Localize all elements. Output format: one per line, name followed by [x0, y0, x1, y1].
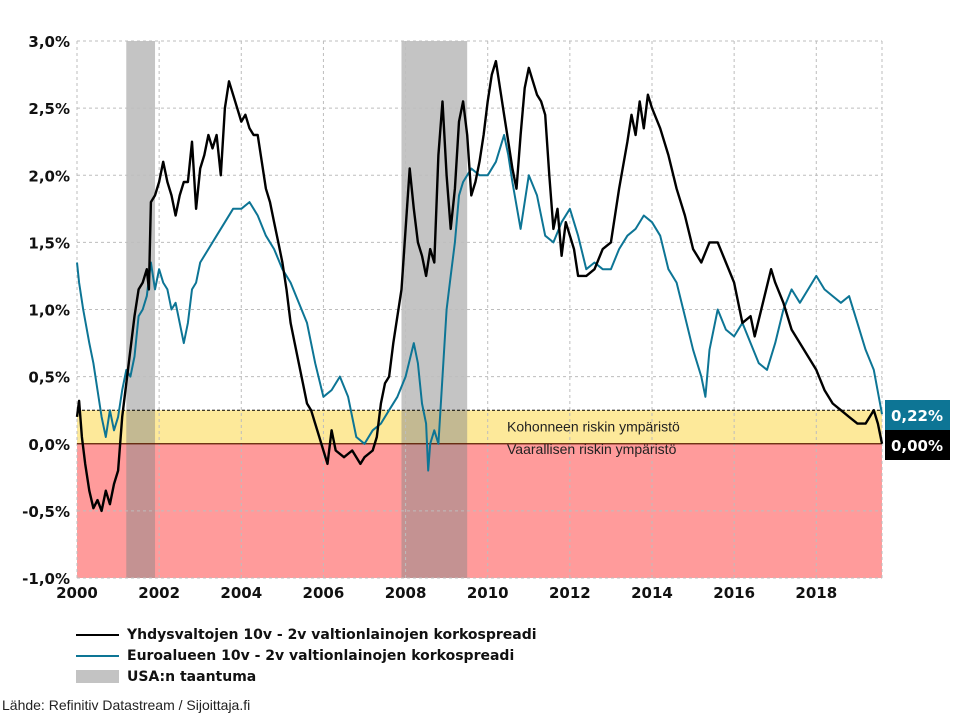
end-label-us-box: [885, 430, 950, 460]
legend-item-euro: Euroalueen 10v - 2v valtionlainojen kork…: [76, 645, 537, 666]
y-tick-label: 3,0%: [28, 33, 70, 51]
risk-zones: [77, 410, 882, 578]
zone-elevated: [77, 410, 882, 444]
y-tick-label: 2,0%: [28, 167, 70, 185]
chart: 3,0% 2,5% 2,0% 1,5% 1,0% 0,5% 0,0% -0,5% -1,0% 2…: [22, 33, 950, 602]
x-tick-label: 2004: [220, 584, 262, 602]
legend-swatch-euro: [76, 654, 119, 657]
series-line-us: [75, 59, 884, 513]
legend: Yhdysvaltojen 10v - 2v valtionlainojen k…: [76, 624, 537, 687]
x-tick-label: 2010: [467, 584, 509, 602]
zone-label-elevated: Kohonneen riskin ympäristö: [507, 418, 680, 434]
end-label-euro-box: [885, 400, 950, 430]
x-tick-label: 2018: [795, 584, 837, 602]
zone-label-danger: Vaarallisen riskin ympäristö: [507, 441, 677, 457]
end-label-us: 0,00%: [891, 437, 943, 455]
legend-item-us: Yhdysvaltojen 10v - 2v valtionlainojen k…: [76, 624, 537, 645]
end-value-labels: 0,22% 0,00%: [885, 400, 950, 460]
x-tick-label: 2006: [303, 584, 345, 602]
y-tick-label: -0,5%: [22, 503, 70, 521]
source-note: Lähde: Refinitiv Datastream / Sijoittaja…: [2, 697, 251, 713]
y-tick-label: 0,5%: [28, 369, 70, 387]
x-tick-label: 2008: [385, 584, 427, 602]
legend-label-euro: Euroalueen 10v - 2v valtionlainojen kork…: [127, 647, 515, 664]
x-tick-label: 2012: [549, 584, 591, 602]
legend-label-recession: USA:n taantuma: [127, 668, 257, 685]
y-tick-label: 2,5%: [28, 100, 70, 118]
x-tick-label: 2000: [56, 584, 98, 602]
x-tick-label: 2016: [713, 584, 755, 602]
zone-labels: Kohonneen riskin ympäristö Vaarallisen ri…: [507, 418, 680, 457]
y-tick-label: 0,0%: [28, 436, 70, 454]
series-lines: [75, 59, 884, 513]
legend-swatch-recession: [76, 670, 119, 683]
y-axis: 3,0% 2,5% 2,0% 1,5% 1,0% 0,5% 0,0% -0,5% -1,0%: [22, 33, 70, 588]
legend-swatch-us: [76, 633, 119, 636]
gridlines: [76, 40, 883, 579]
series-line-euro: [76, 134, 883, 472]
x-tick-label: 2002: [138, 584, 180, 602]
x-tick-label: 2014: [631, 584, 673, 602]
legend-label-us: Yhdysvaltojen 10v - 2v valtionlainojen k…: [127, 626, 537, 643]
end-label-euro: 0,22%: [891, 407, 943, 425]
y-tick-label: 1,0%: [28, 302, 70, 320]
y-tick-label: 1,5%: [28, 234, 70, 252]
x-axis: 2000 2002 2004 2006 2008 2010 2012 2014 2016 2018: [56, 584, 837, 602]
y-tick-label: -1,0%: [22, 570, 70, 588]
legend-item-recession: USA:n taantuma: [76, 666, 537, 687]
